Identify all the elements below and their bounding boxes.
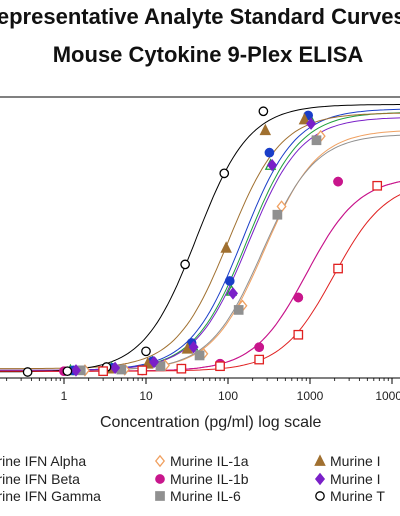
- chart-subtitle: Mouse Cytokine 9-Plex ELISA: [52, 42, 364, 67]
- series-9: [0, 194, 400, 372]
- data-point: [70, 364, 82, 377]
- legend-label: Murine I: [330, 453, 381, 469]
- legend-label: Murine IL-1a: [170, 453, 249, 469]
- data-point: [298, 112, 311, 125]
- data-point: [180, 259, 190, 270]
- data-point: [155, 361, 166, 372]
- data-point: [110, 361, 121, 375]
- series-curve: [0, 112, 400, 370]
- data-point: [272, 209, 283, 220]
- data-point: [311, 135, 322, 146]
- legend-label: Murine IL-6: [170, 488, 241, 504]
- plot-frame: [0, 96, 400, 379]
- data-point: [148, 355, 159, 369]
- data-point: [254, 342, 265, 353]
- legend-label: Murine IL-1b: [170, 471, 249, 487]
- data-point: [188, 340, 199, 354]
- data-point: [224, 276, 235, 286]
- x-tick-label: 10000: [375, 389, 400, 403]
- series-4: [0, 181, 400, 372]
- data-point: [22, 367, 33, 377]
- data-point: [194, 350, 205, 361]
- data-point: [220, 241, 232, 253]
- data-point: [267, 158, 278, 172]
- data-point: [254, 354, 265, 365]
- series-curve: [0, 104, 400, 373]
- data-point: [259, 123, 272, 136]
- series-1: [0, 181, 400, 372]
- legend-marker: [155, 474, 165, 484]
- data-point: [293, 329, 304, 340]
- x-tick-label: 1000: [297, 389, 324, 403]
- series-curve: [0, 181, 400, 372]
- legend-label: Murine IFN Beta: [0, 471, 80, 487]
- data-point: [219, 168, 230, 179]
- series-curve: [0, 181, 400, 372]
- data-point: [227, 287, 239, 300]
- legend-marker: [314, 472, 326, 486]
- data-point: [372, 180, 383, 191]
- legend-marker: [155, 491, 165, 501]
- data-point: [62, 366, 73, 377]
- x-tick-label: 100: [218, 389, 238, 403]
- legend-label: Murine T: [330, 488, 385, 504]
- series-curve: [0, 112, 400, 371]
- series-0: [0, 112, 400, 371]
- series-2: [0, 108, 400, 371]
- legend-label: Murine IFN Alpha: [0, 453, 86, 469]
- legend-marker: [154, 454, 166, 468]
- series-6: [0, 112, 400, 370]
- x-tick-label: 1: [61, 389, 68, 403]
- data-point: [137, 365, 148, 376]
- data-point: [258, 106, 269, 117]
- data-point: [333, 176, 343, 187]
- series-8: [0, 104, 400, 373]
- data-point: [141, 346, 151, 357]
- data-point: [333, 263, 343, 274]
- x-axis-label: Concentration (pg/ml) log scale: [100, 414, 322, 431]
- x-tick-label: 10: [139, 389, 153, 403]
- data-point: [233, 305, 244, 315]
- data-point: [293, 292, 304, 303]
- legend-marker: [315, 491, 325, 501]
- data-point: [176, 363, 187, 374]
- data-point: [215, 361, 225, 372]
- legend-marker: [314, 454, 326, 466]
- legend-label: Murine I: [330, 471, 381, 487]
- chart-title: Representative Analyte Standard Curves: [0, 4, 400, 29]
- data-point: [98, 366, 108, 377]
- legend-label: Murine IFN Gamma: [0, 488, 101, 504]
- data-point: [264, 147, 275, 158]
- series-curve: [0, 194, 400, 372]
- series-curve: [0, 108, 400, 371]
- data-point: [306, 117, 317, 130]
